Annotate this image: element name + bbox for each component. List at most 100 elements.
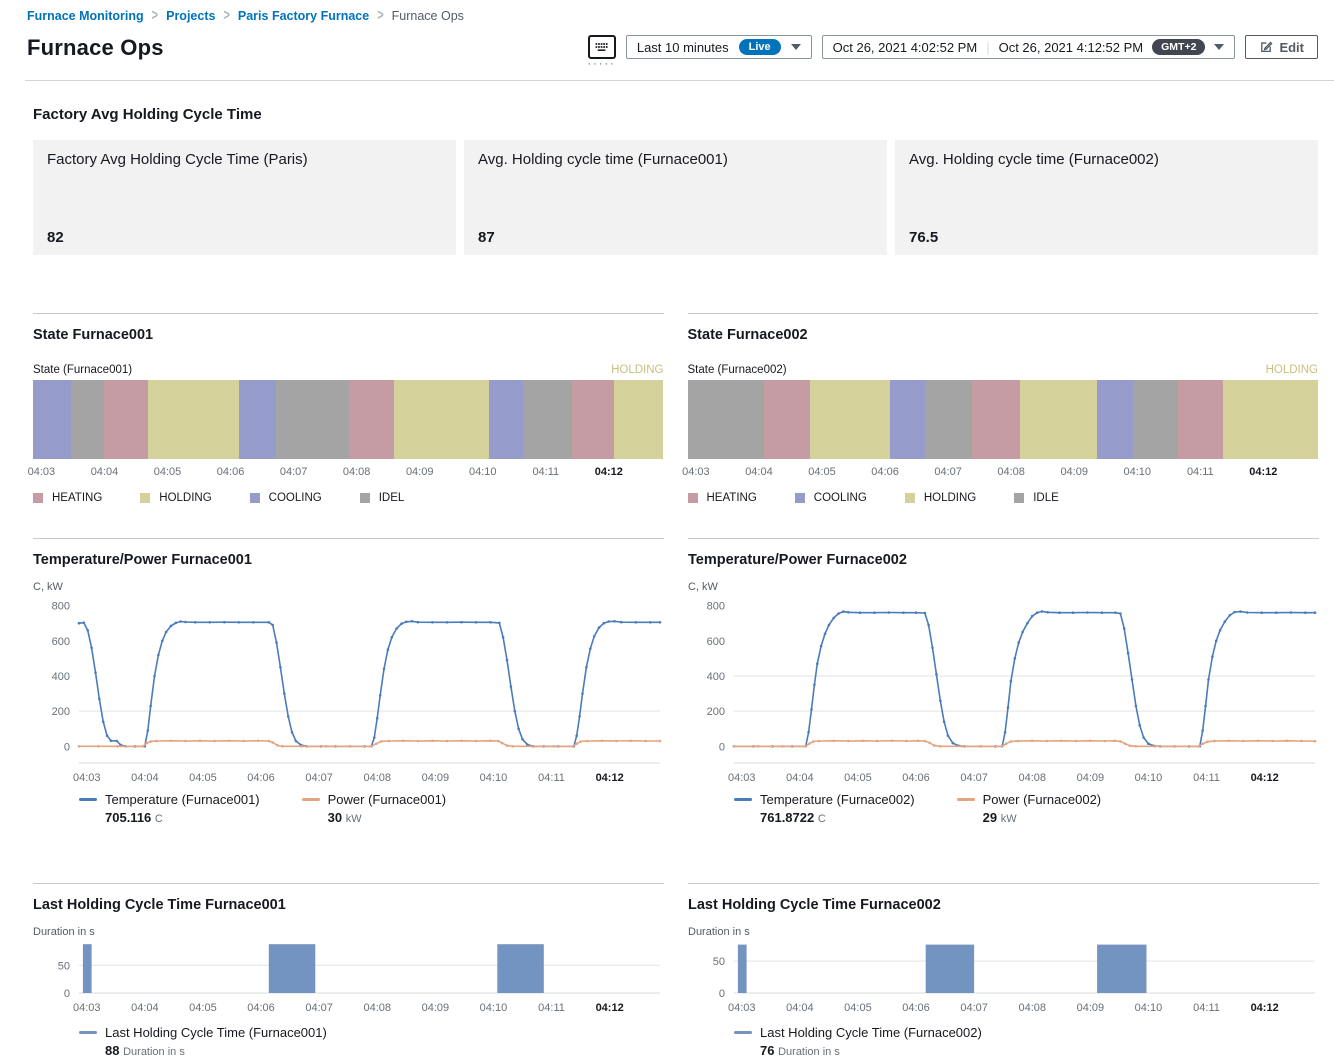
x-tick-label: 04:07: [279, 466, 308, 478]
svg-text:04:09: 04:09: [422, 772, 450, 784]
legend-item: Temperature (Furnace001) 705.116 C: [79, 792, 260, 825]
x-tick-label: 04:09: [1060, 466, 1088, 478]
svg-text:04:09: 04:09: [1077, 772, 1105, 784]
legend-item-cooling: COOLING: [794, 492, 867, 504]
breadcrumb-projects[interactable]: Projects: [166, 9, 216, 23]
drag-dots: ·····: [587, 58, 616, 70]
keyboard-shortcuts-button[interactable]: [587, 35, 616, 59]
legend-label: COOLING: [813, 492, 867, 504]
date-start: Oct 26, 2021 4:02:52 PM: [832, 39, 978, 55]
y-axis-label: C, kW: [33, 581, 63, 593]
legend-label: HOLDING: [159, 492, 212, 504]
svg-text:800: 800: [52, 601, 70, 613]
svg-text:04:03: 04:03: [73, 1002, 101, 1014]
legend-series-name: Last Holding Cycle Time (Furnace002): [760, 1025, 982, 1040]
svg-text:04:07: 04:07: [305, 772, 333, 784]
current-state-label: HOLDING: [611, 364, 664, 376]
breadcrumb-current: Furnace Ops: [391, 9, 464, 23]
legend-color-chip: [33, 493, 43, 503]
svg-text:04:08: 04:08: [1018, 772, 1046, 784]
x-axis-ticks: 04:03 04:04 04:05 04:06 04:07 04:08 04:09 04:10…: [682, 463, 1319, 481]
kpi-section-title: Factory Avg Holding Cycle Time: [33, 106, 262, 123]
legend-label: HEATING: [52, 492, 103, 504]
svg-text:400: 400: [52, 671, 70, 683]
header-divider: [25, 80, 1334, 81]
legend-line-swatch: [79, 798, 97, 801]
date-range-control[interactable]: Oct 26, 2021 4:02:52 PM | Oct 26, 2021 4…: [821, 35, 1236, 59]
legend-item: Temperature (Furnace002) 761.8722 C: [734, 792, 915, 825]
widget-title: Last Holding Cycle Time Furnace001: [33, 897, 286, 913]
svg-text:04:11: 04:11: [1193, 1002, 1220, 1014]
timeline-segment-idle: [925, 380, 973, 459]
legend-latest-value: 88 Duration in s: [105, 1043, 185, 1058]
x-tick-label: 04:04: [745, 466, 773, 478]
widget-title: Last Holding Cycle Time Furnace002: [688, 897, 941, 913]
x-tick-label: 04:08: [342, 466, 371, 478]
svg-text:04:12: 04:12: [596, 772, 624, 784]
x-axis-ticks: 04:03 04:04 04:05 04:06 04:07 04:08 04:09 04:10…: [28, 463, 664, 481]
line-chart-canvas[interactable]: 0 200 400 600 800 04:03 04:04 04:05 04:06 04:07 04…: [33, 593, 664, 790]
bar-chart-canvas[interactable]: 0 50 04:03 04:04 04:05 04:06 04:07 04:08 04:09 04…: [688, 938, 1319, 1023]
time-range-select[interactable]: Last 10 minutes Live: [625, 35, 812, 59]
legend-latest-value: 76 Duration in s: [760, 1043, 840, 1058]
x-tick-label: 04:03: [682, 466, 710, 478]
legend-series-name: Last Holding Cycle Time (Furnace001): [105, 1025, 327, 1040]
timeline-segment-heating: [103, 380, 149, 459]
legend-item-idle: IDLE: [1014, 492, 1059, 504]
svg-text:04:08: 04:08: [363, 1002, 391, 1014]
time-range-label: Last 10 minutes: [636, 39, 729, 55]
edit-button[interactable]: Edit: [1245, 35, 1318, 59]
svg-text:04:08: 04:08: [1018, 1002, 1046, 1014]
svg-text:04:03: 04:03: [73, 772, 101, 784]
state-timeline[interactable]: [33, 380, 664, 459]
svg-text:04:11: 04:11: [538, 1002, 565, 1014]
timezone-badge: GMT+2: [1152, 39, 1206, 55]
legend-item: Power (Furnace001) 30 kW: [301, 792, 447, 825]
svg-text:600: 600: [707, 636, 725, 648]
svg-text:50: 50: [713, 956, 725, 968]
svg-text:04:03: 04:03: [728, 772, 756, 784]
timeline-segment-holding: [148, 380, 240, 459]
svg-text:400: 400: [707, 671, 725, 683]
svg-text:04:04: 04:04: [786, 1002, 814, 1014]
svg-text:04:07: 04:07: [960, 772, 988, 784]
bar-chart-canvas[interactable]: 0 50 04:03 04:04 04:05 04:06 04:07 04:08 04:09 04…: [33, 938, 664, 1023]
chart-legend: Last Holding Cycle Time (Furnace001) 88 D…: [79, 1025, 664, 1058]
svg-text:04:03: 04:03: [728, 1002, 756, 1014]
svg-text:04:04: 04:04: [786, 772, 814, 784]
kpi-card-furnace002[interactable]: Avg. Holding cycle time (Furnace002) 76.…: [895, 140, 1318, 255]
line-chart-canvas[interactable]: 0 200 400 600 800 04:03 04:04 04:05 04:06 04:07 04…: [688, 593, 1319, 790]
legend-line-swatch: [301, 798, 320, 801]
legend-item: Power (Furnace002) 29 kW: [956, 792, 1101, 825]
svg-text:04:05: 04:05: [844, 1002, 872, 1014]
chevron-down-icon: [790, 44, 801, 50]
breadcrumb-furnace-monitoring[interactable]: Furnace Monitoring: [27, 9, 144, 23]
kpi-label: Factory Avg Holding Cycle Time (Paris): [47, 151, 308, 168]
legend-line-swatch: [734, 1031, 752, 1034]
x-tick-label: 04:06: [871, 466, 899, 478]
legend-color-chip: [794, 493, 805, 503]
legend-series-name: Power (Furnace001): [327, 792, 447, 807]
x-tick-label: 04:05: [808, 466, 836, 478]
legend-label: COOLING: [268, 492, 322, 504]
svg-text:04:04: 04:04: [131, 1002, 159, 1014]
legend-item-idel: IDEL: [359, 492, 404, 504]
legend-item-heating: HEATING: [33, 492, 102, 504]
date-divider: |: [986, 39, 990, 55]
kpi-card-furnace001[interactable]: Avg. Holding cycle time (Furnace001) 87: [464, 140, 887, 255]
svg-text:200: 200: [52, 706, 70, 718]
x-tick-label: 04:08: [997, 466, 1025, 478]
svg-text:04:05: 04:05: [844, 772, 872, 784]
kpi-card-factory-avg[interactable]: Factory Avg Holding Cycle Time (Paris) 8…: [33, 140, 456, 255]
svg-text:04:10: 04:10: [480, 1002, 508, 1014]
chart-legend: Temperature (Furnace001) 705.116 C Power (…: [79, 792, 664, 825]
kpi-value: 76.5: [909, 229, 939, 246]
svg-text:04:12: 04:12: [1251, 1002, 1279, 1014]
kpi-value: 87: [478, 229, 495, 246]
legend-color-chip: [140, 493, 151, 503]
state-timeline[interactable]: [687, 380, 1319, 459]
timeline-segment-heating: [763, 380, 810, 459]
legend-color-chip: [687, 493, 698, 503]
timeline-segment-holding: [1020, 380, 1098, 459]
breadcrumb-paris-factory-furnace[interactable]: Paris Factory Furnace: [237, 9, 370, 23]
